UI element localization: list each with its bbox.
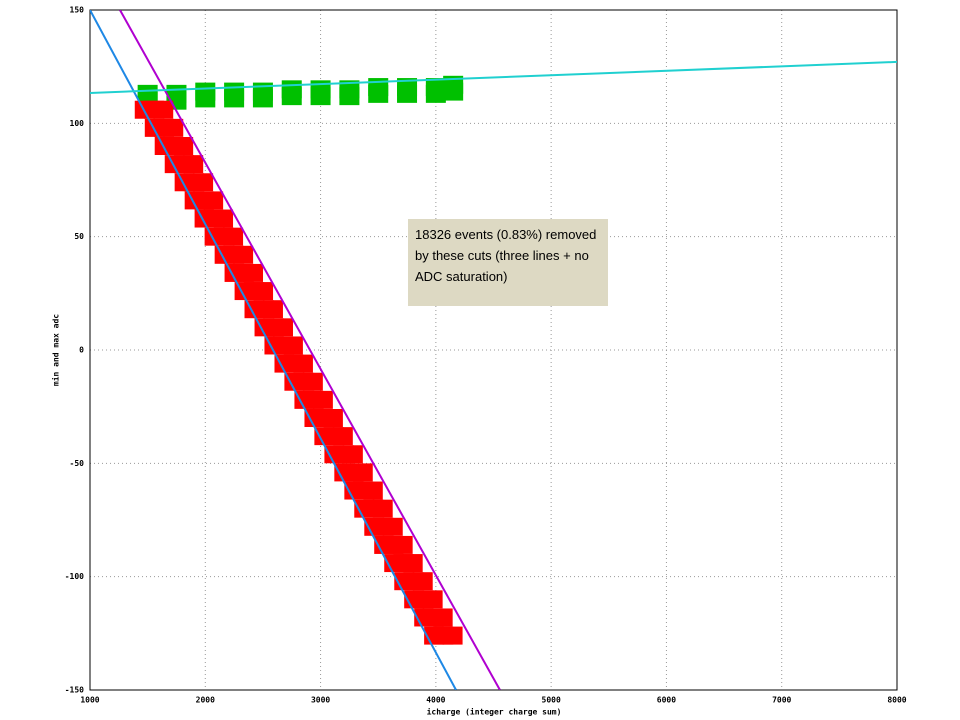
point bbox=[183, 155, 204, 174]
y-tick-label: -150 bbox=[65, 686, 84, 695]
cut-line bbox=[90, 60, 897, 94]
point bbox=[442, 626, 463, 645]
x-tick-label: 6000 bbox=[657, 696, 676, 705]
point bbox=[213, 209, 234, 228]
annotation: 18326 events (0.83%) removed by these cu… bbox=[408, 219, 608, 306]
x-tick-label: 4000 bbox=[426, 696, 445, 705]
point bbox=[195, 82, 216, 101]
x-tick-label: 8000 bbox=[887, 696, 906, 705]
plot-frame bbox=[89, 9, 898, 691]
point bbox=[233, 245, 254, 264]
point bbox=[342, 445, 363, 464]
point bbox=[302, 372, 323, 391]
x-axis-label: icharge (integer charge sum) bbox=[427, 707, 562, 717]
point bbox=[392, 535, 413, 554]
x-tick-label: 3000 bbox=[311, 696, 330, 705]
point bbox=[352, 463, 373, 482]
point bbox=[173, 137, 194, 155]
point bbox=[402, 554, 423, 573]
y-tick-label: -100 bbox=[65, 572, 84, 581]
point bbox=[412, 572, 433, 591]
y-tick-label: 50 bbox=[74, 232, 84, 241]
point bbox=[224, 82, 245, 101]
point bbox=[425, 78, 446, 97]
y-tick-label: 100 bbox=[70, 119, 85, 128]
y-tick-label: 150 bbox=[70, 6, 85, 15]
point bbox=[397, 78, 418, 97]
x-tick-label: 7000 bbox=[772, 696, 791, 705]
point bbox=[443, 75, 464, 94]
x-tick-label: 5000 bbox=[542, 696, 561, 705]
point bbox=[281, 80, 302, 99]
point bbox=[312, 390, 333, 409]
y-tick-label: -50 bbox=[70, 459, 85, 468]
point bbox=[422, 590, 443, 609]
point bbox=[223, 227, 244, 246]
cut-line bbox=[90, 10, 457, 690]
point bbox=[432, 608, 453, 627]
point bbox=[332, 427, 353, 446]
point bbox=[282, 336, 303, 355]
point bbox=[372, 499, 393, 518]
point bbox=[382, 517, 403, 536]
point bbox=[339, 80, 360, 99]
point bbox=[322, 409, 343, 427]
y-tick-label: 0 bbox=[79, 346, 84, 355]
point bbox=[272, 318, 293, 337]
point bbox=[153, 100, 174, 119]
x-tick-label: 1000 bbox=[80, 696, 99, 705]
cut-line bbox=[119, 10, 501, 690]
point bbox=[292, 354, 313, 373]
y-axis-label: min and max adc bbox=[51, 314, 61, 386]
point bbox=[163, 118, 184, 137]
point bbox=[253, 282, 274, 301]
x-tick-label: 2000 bbox=[196, 696, 215, 705]
point bbox=[362, 481, 383, 500]
point bbox=[193, 173, 214, 192]
point bbox=[203, 191, 224, 210]
point bbox=[137, 84, 158, 103]
point bbox=[262, 300, 283, 319]
point bbox=[243, 263, 264, 282]
